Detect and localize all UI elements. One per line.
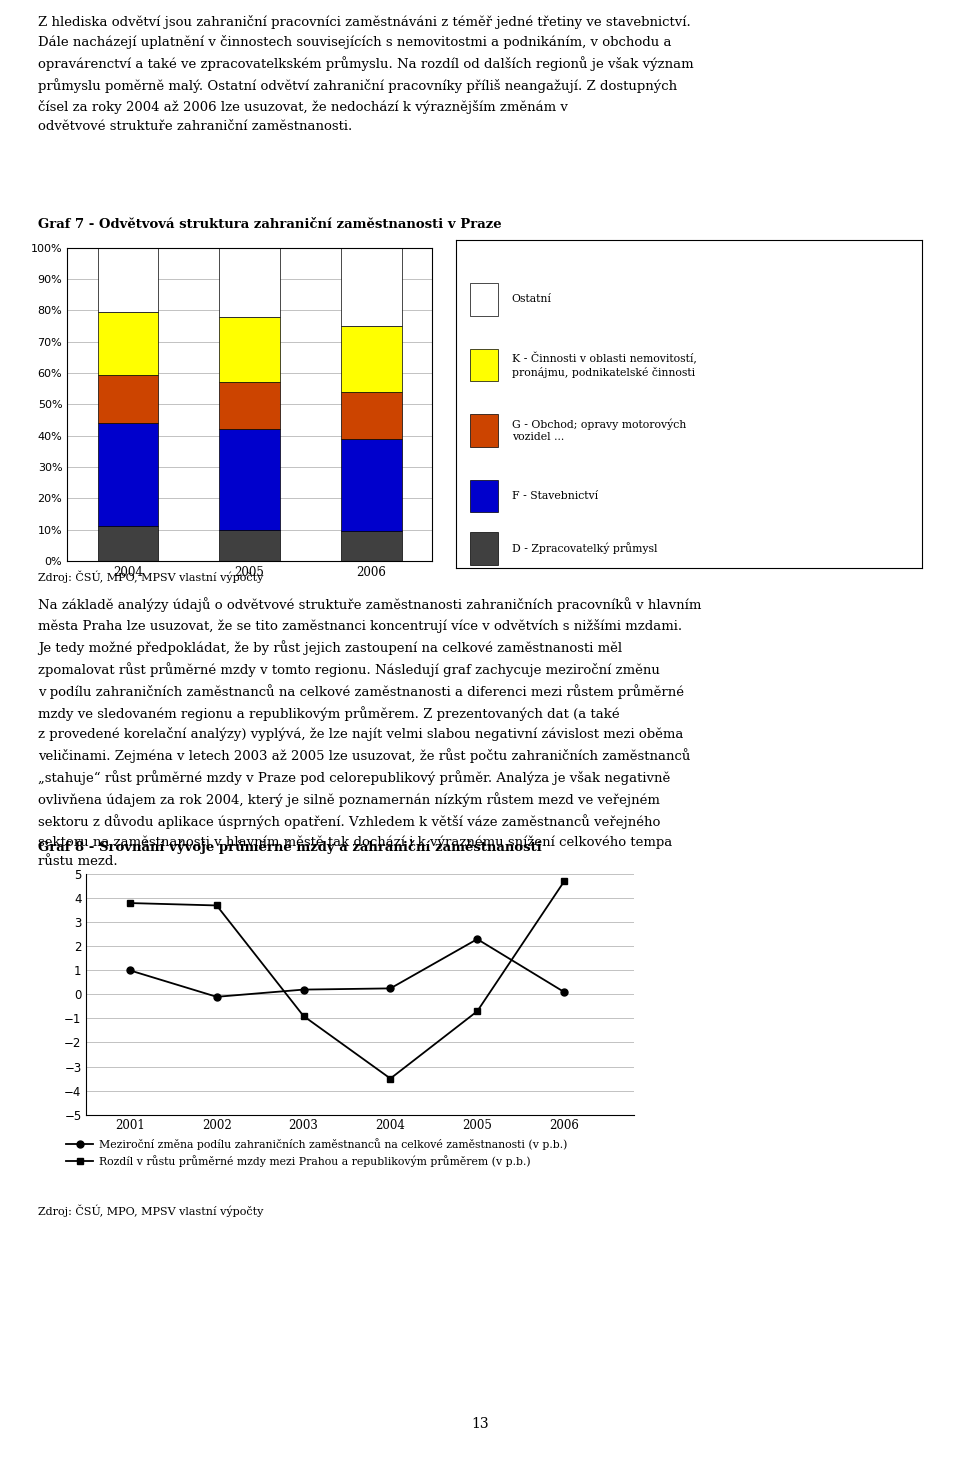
- Bar: [98, 312, 158, 374]
- Text: Zdroj: ČSÚ, MPO, MPSV vlastní výpočty: Zdroj: ČSÚ, MPO, MPSV vlastní výpočty: [38, 1205, 264, 1217]
- FancyBboxPatch shape: [470, 348, 498, 382]
- Text: Ostatní: Ostatní: [512, 294, 552, 305]
- FancyBboxPatch shape: [470, 283, 498, 316]
- FancyBboxPatch shape: [470, 479, 498, 513]
- Bar: [341, 248, 401, 326]
- Bar: [341, 439, 401, 532]
- Bar: [341, 532, 401, 561]
- Bar: [98, 423, 158, 526]
- Text: Z hlediska odvětví jsou zahraniční pracovníci zaměstnáváni z téměř jedné třetiny: Z hlediska odvětví jsou zahraniční praco…: [38, 15, 694, 133]
- Bar: [341, 392, 401, 439]
- Bar: [98, 374, 158, 423]
- FancyBboxPatch shape: [470, 414, 498, 447]
- Text: K - Činnosti v oblasti nemovitostí,
pronájmu, podnikatelské činnosti: K - Činnosti v oblasti nemovitostí, pron…: [512, 353, 697, 377]
- Bar: [219, 530, 280, 561]
- Bar: [341, 326, 401, 392]
- Bar: [219, 430, 280, 530]
- Text: G - Obchod; opravy motorových
vozidel ...: G - Obchod; opravy motorových vozidel ..…: [512, 420, 686, 441]
- Text: Zdroj: ČSÚ, MPO, MPSV vlastní výpočty: Zdroj: ČSÚ, MPO, MPSV vlastní výpočty: [38, 571, 264, 583]
- Text: F - Stavebnictví: F - Stavebnictví: [512, 491, 598, 501]
- Bar: [219, 382, 280, 430]
- Bar: [219, 316, 280, 382]
- Text: Graf 7 - Odvětvová struktura zahraniční zaměstnanosti v Praze: Graf 7 - Odvětvová struktura zahraniční …: [38, 219, 502, 230]
- Bar: [98, 526, 158, 561]
- Bar: [219, 248, 280, 316]
- Text: Graf 8 - Srovnání vývoje průměrné mzdy a zahraniční zaměstnanosti: Graf 8 - Srovnání vývoje průměrné mzdy a…: [38, 839, 542, 854]
- Text: Na základě analýzy údajů o odvětvové struktuře zaměstnanosti zahraničních pracov: Na základě analýzy údajů o odvětvové str…: [38, 597, 702, 868]
- Text: 13: 13: [471, 1418, 489, 1431]
- Legend: Meziroční změna podílu zahraničních zaměstnanců na celkové zaměstnanosti (v p.b.: Meziroční změna podílu zahraničních zamě…: [63, 1135, 570, 1170]
- FancyBboxPatch shape: [470, 532, 498, 565]
- Text: D - Zpracovatelký průmysl: D - Zpracovatelký průmysl: [512, 542, 658, 555]
- Bar: [98, 248, 158, 312]
